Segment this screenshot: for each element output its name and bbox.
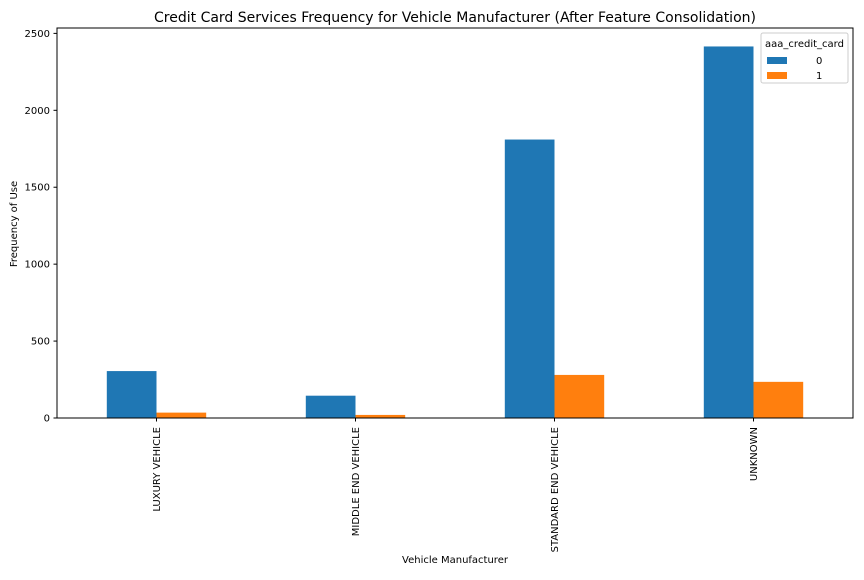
bar-series-1-middle-end-vehicle [355,414,406,418]
y-tick-label: 2000 [25,106,50,117]
bar-series-0-unknown [703,46,754,418]
bar-series-0-middle-end-vehicle [305,395,356,418]
x-tick-label: UNKNOWN [749,427,760,481]
x-tick-label: STANDARD END VEHICLE [550,427,561,552]
y-axis-label: Frequency of Use [9,181,20,267]
y-tick-label: 1500 [25,183,50,194]
legend-swatch-0 [767,57,787,64]
bar-series-0-luxury-vehicle [106,371,157,418]
y-tick-label: 1000 [25,260,50,271]
plot-area: 0 500 1000 1500 2000 2500 LUXURY VEHICLE MIDDLE… [25,27,854,552]
legend-title: aaa_credit_card [765,39,844,50]
legend-swatch-1 [767,72,787,79]
bar-series-1-standard-end-vehicle [554,374,605,418]
axes-frame [56,27,854,419]
chart-title: Credit Card Services Frequency for Vehic… [154,10,756,26]
legend-label-1: 1 [816,71,822,82]
bar-series-1-unknown [753,381,804,418]
bar-series-0-standard-end-vehicle [504,139,555,419]
y-tick-label: 0 [44,414,50,425]
legend-box [760,32,849,84]
bar-series-1-luxury-vehicle [156,412,207,418]
y-tick-label: 2500 [25,29,50,40]
x-tick-label: MIDDLE END VEHICLE [351,427,362,536]
y-tick-label: 500 [31,337,50,348]
x-tick-label: LUXURY VEHICLE [152,427,163,512]
x-axis-label: Vehicle Manufacturer [402,555,509,566]
legend-label-0: 0 [816,56,822,67]
